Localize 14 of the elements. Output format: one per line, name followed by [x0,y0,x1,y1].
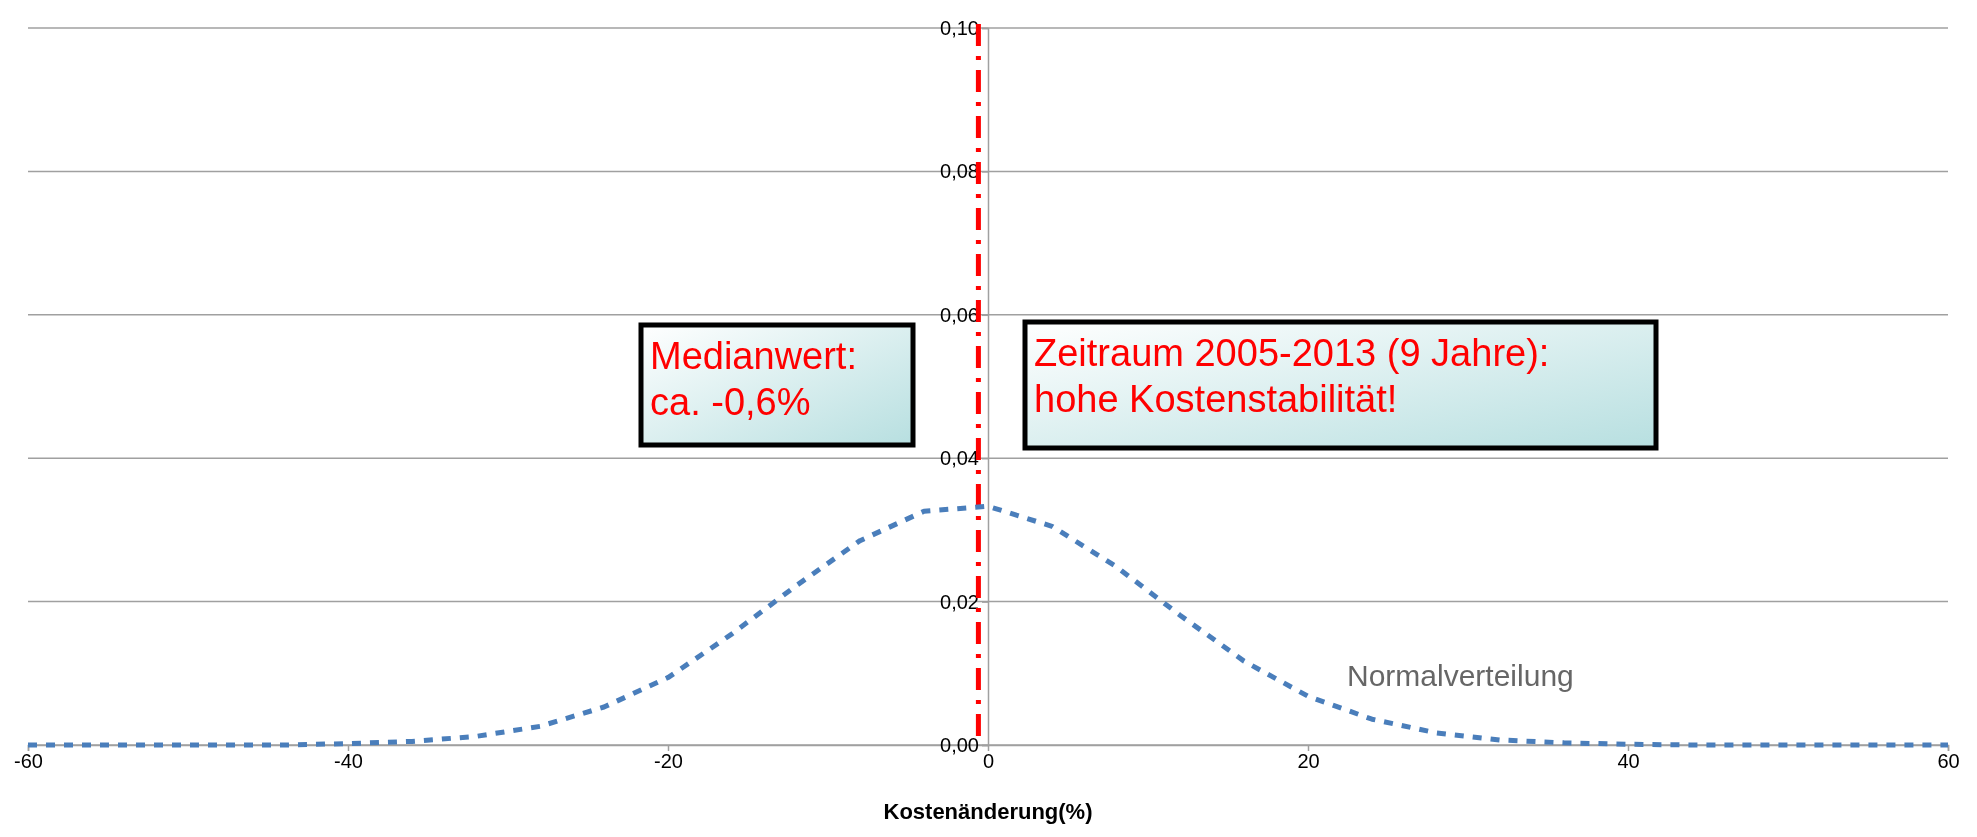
annotation: Zeitraum 2005-2013 (9 Jahre): hohe Kostenstabilität! [1034,332,1550,420]
x-tick-label: -20 [654,750,683,773]
x-tick-label: 0 [982,750,995,773]
x-tick-label: -40 [334,750,363,773]
annotation: Medianwert: ca. -0,6% [650,335,857,423]
y-tick-label: 0,00 [940,733,979,756]
y-tick-label: 0,04 [940,447,979,470]
y-tick-label: 0,02 [940,590,979,613]
x-axis-title: Kostenänderung(%) [883,799,1093,824]
series-label: Normalverteilung [1347,659,1574,692]
x-tick-label: 40 [1617,750,1640,773]
x-tick-label: 20 [1297,750,1320,773]
x-tick-label: 60 [1937,750,1960,773]
x-tick-label: -60 [14,750,43,773]
